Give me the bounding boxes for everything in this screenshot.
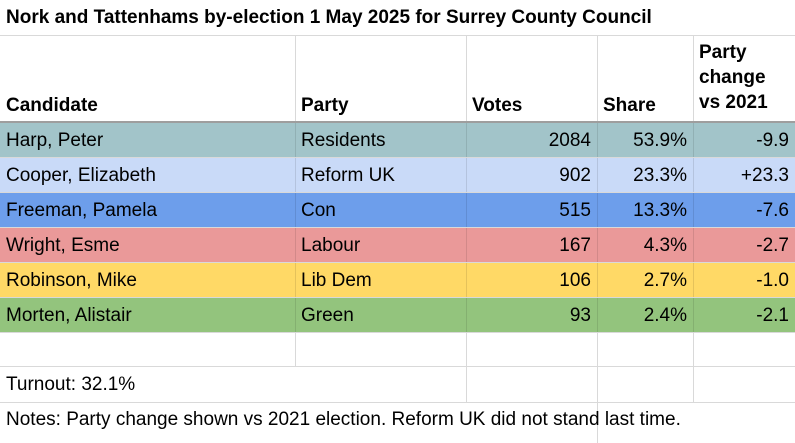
cell-separator <box>597 123 598 157</box>
cell-change[interactable]: -9.9 <box>756 130 789 151</box>
cell-separator <box>693 298 694 332</box>
header-change-line: Party <box>699 42 747 63</box>
cell-share[interactable]: 4.3% <box>643 235 687 256</box>
cell-votes[interactable]: 2084 <box>548 130 591 151</box>
cell-separator <box>295 123 296 157</box>
cell-candidate[interactable]: Wright, Esme <box>6 235 120 256</box>
table-row: Wright, Esme Labour 167 4.3% -2.7 <box>0 228 795 263</box>
cell-separator <box>693 158 694 192</box>
cell-separator <box>295 193 296 227</box>
cell-separator <box>295 228 296 262</box>
cell-separator <box>597 158 598 192</box>
cell-change[interactable]: -1.0 <box>756 270 789 291</box>
header-candidate: Candidate <box>0 36 295 122</box>
cell-change[interactable]: +23.3 <box>740 165 789 186</box>
table-row: Cooper, Elizabeth Reform UK 902 23.3% +2… <box>0 158 795 193</box>
cell-separator <box>597 263 598 297</box>
header-change-line: vs 2021 <box>699 92 768 113</box>
cell-votes[interactable]: 515 <box>559 200 591 221</box>
cell-candidate[interactable]: Freeman, Pamela <box>6 200 158 221</box>
header-share: Share <box>597 36 693 122</box>
cell-separator <box>693 263 694 297</box>
cell-candidate[interactable]: Cooper, Elizabeth <box>6 165 156 186</box>
cell-separator <box>597 193 598 227</box>
cell-separator <box>295 263 296 297</box>
cell-party[interactable]: Lib Dem <box>301 270 372 291</box>
cell-separator <box>693 193 694 227</box>
cell-party[interactable]: Con <box>301 200 336 221</box>
cell-candidate[interactable]: Robinson, Mike <box>6 270 137 291</box>
cell-change[interactable]: -2.7 <box>756 235 789 256</box>
header-party: Party <box>295 36 466 122</box>
cell-separator <box>295 298 296 332</box>
cell-votes[interactable]: 167 <box>559 235 591 256</box>
header-change: Party change vs 2021 <box>693 36 795 122</box>
cell-separator <box>466 298 467 332</box>
header-votes: Votes <box>466 36 597 122</box>
header-party-label: Party <box>301 95 349 116</box>
cell-separator <box>693 228 694 262</box>
sheet-title: Nork and Tattenhams by-election 1 May 20… <box>0 0 795 36</box>
cell-party[interactable]: Labour <box>301 235 361 256</box>
header-underline <box>0 121 795 123</box>
table-row: Morten, Alistair Green 93 2.4% -2.1 <box>0 298 795 333</box>
cell-share[interactable]: 13.3% <box>633 200 687 221</box>
cell-separator <box>466 123 467 157</box>
header-share-label: Share <box>603 95 656 116</box>
cell-separator <box>466 158 467 192</box>
cell-candidate[interactable]: Morten, Alistair <box>6 305 132 326</box>
cell-share[interactable]: 53.9% <box>633 130 687 151</box>
cell-separator <box>597 298 598 332</box>
table-row: Freeman, Pamela Con 515 13.3% -7.6 <box>0 193 795 228</box>
header-candidate-label: Candidate <box>6 95 98 116</box>
cell-candidate[interactable]: Harp, Peter <box>6 130 104 151</box>
cell-party[interactable]: Residents <box>301 130 386 151</box>
cell-votes[interactable]: 93 <box>569 305 591 326</box>
turnout-row <box>0 367 795 403</box>
cell-share[interactable]: 2.4% <box>643 305 687 326</box>
cell-separator <box>597 228 598 262</box>
cell-separator <box>466 193 467 227</box>
header-votes-label: Votes <box>472 95 523 116</box>
table-row: Robinson, Mike Lib Dem 106 2.7% -1.0 <box>0 263 795 298</box>
turnout-text: Turnout: 32.1% <box>6 374 136 395</box>
cell-separator <box>693 123 694 157</box>
cell-separator <box>466 228 467 262</box>
cell-change[interactable]: -2.1 <box>756 305 789 326</box>
cell-party[interactable]: Reform UK <box>301 165 395 186</box>
cell-separator <box>295 158 296 192</box>
header-change-line: change <box>699 67 766 88</box>
cell-party[interactable]: Green <box>301 305 354 326</box>
cell-share[interactable]: 23.3% <box>633 165 687 186</box>
cell-votes[interactable]: 106 <box>559 270 591 291</box>
cell-votes[interactable]: 902 <box>559 165 591 186</box>
notes-text: Notes: Party change shown vs 2021 electi… <box>6 409 681 430</box>
empty-row <box>0 333 795 367</box>
cell-change[interactable]: -7.6 <box>756 200 789 221</box>
table-row: Harp, Peter Residents 2084 53.9% -9.9 <box>0 123 795 158</box>
cell-share[interactable]: 2.7% <box>643 270 687 291</box>
cell-separator <box>466 263 467 297</box>
